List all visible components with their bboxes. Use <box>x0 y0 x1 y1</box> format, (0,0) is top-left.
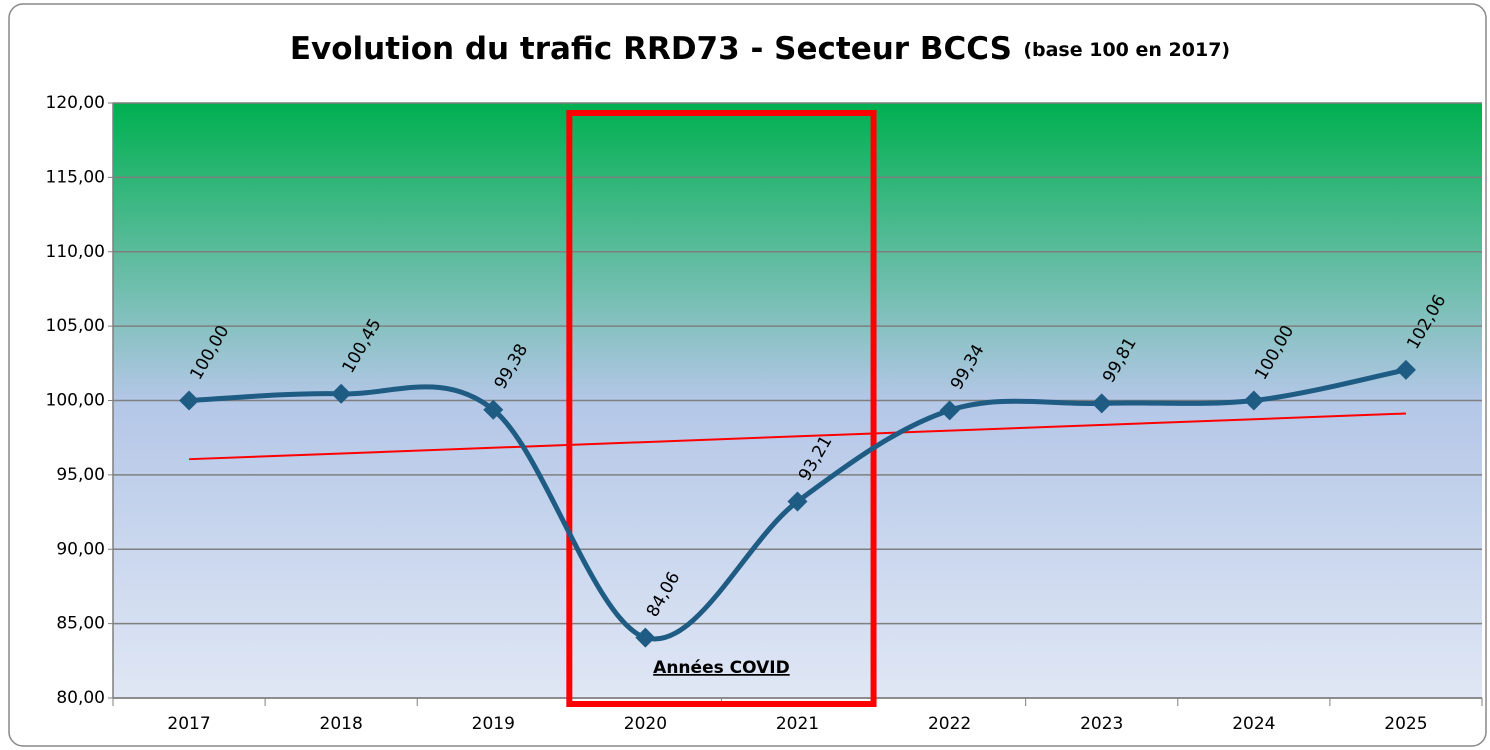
y-tick-label: 80,00 <box>56 688 105 708</box>
chart-title-group: Evolution du trafic RRD73 - Secteur BCCS… <box>290 31 1230 67</box>
chart-subtitle: (base 100 en 2017) <box>1023 39 1230 61</box>
marker <box>1091 393 1112 414</box>
marker <box>179 390 200 411</box>
x-tick-label: 2023 <box>1080 714 1123 734</box>
marker <box>1395 359 1416 380</box>
annotation-label: Années COVID <box>653 658 790 678</box>
y-tick-label: 95,00 <box>56 465 105 485</box>
x-tick-label: 2021 <box>776 714 819 734</box>
trend-line <box>189 412 1406 461</box>
marker <box>787 491 808 512</box>
x-tick-label: 2020 <box>624 714 667 734</box>
x-tick-label: 2018 <box>320 714 363 734</box>
line <box>188 367 1407 642</box>
chart-title: Evolution du trafic RRD73 - Secteur BCCS <box>290 31 1012 67</box>
y-tick-label: 85,00 <box>56 614 105 634</box>
marker <box>939 400 960 421</box>
x-tick-label: 2022 <box>928 714 971 734</box>
x-tick-label: 2017 <box>167 714 210 734</box>
y-tick-label: 115,00 <box>46 167 105 187</box>
y-tick-label: 120,00 <box>46 93 105 113</box>
x-tick-label: 2024 <box>1232 714 1275 734</box>
covid-box <box>566 110 877 707</box>
x-tick-label: 2025 <box>1384 714 1427 734</box>
y-tick-label: 100,00 <box>46 391 105 411</box>
marker <box>635 627 656 648</box>
marker <box>331 383 352 404</box>
x-tick-label: 2019 <box>472 714 515 734</box>
y-tick-label: 90,00 <box>56 539 105 559</box>
marker <box>1243 390 1264 411</box>
y-tick-label: 105,00 <box>46 316 105 336</box>
marker <box>483 399 504 420</box>
y-tick-label: 110,00 <box>46 242 105 262</box>
